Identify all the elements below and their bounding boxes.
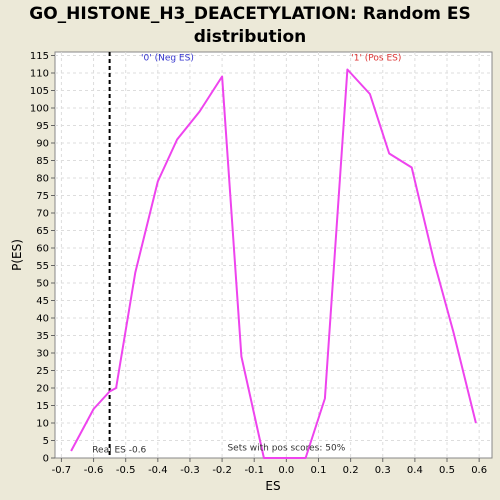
grid-lines bbox=[55, 52, 492, 458]
y-tick-label: 105 bbox=[30, 86, 49, 97]
y-tick-label: 85 bbox=[36, 156, 49, 167]
chart-title-line-1: GO_HISTONE_H3_DEACETYLATION: Random ES bbox=[29, 4, 471, 24]
chart-title-line-2: distribution bbox=[194, 27, 306, 47]
x-tick-label: 0.2 bbox=[343, 465, 359, 476]
y-axis-label: P(ES) bbox=[10, 239, 24, 271]
y-tick-label: 0 bbox=[43, 454, 49, 465]
annotation-label: Sets with pos scores: 50% bbox=[227, 443, 345, 453]
y-tick-label: 100 bbox=[30, 104, 49, 115]
plot-area bbox=[54, 51, 493, 459]
y-tick-label: 70 bbox=[36, 209, 49, 220]
x-tick-label: -0.4 bbox=[148, 465, 168, 476]
annotation-label: '1' (Pos ES) bbox=[351, 54, 401, 64]
y-tick-label: 45 bbox=[36, 296, 49, 307]
y-tick-label: 40 bbox=[36, 314, 49, 325]
y-tick-label: 35 bbox=[36, 331, 49, 342]
y-tick-label: 50 bbox=[36, 279, 49, 290]
x-tick-label: 0.6 bbox=[471, 465, 487, 476]
y-tick-label: 95 bbox=[36, 121, 49, 132]
y-tick-label: 75 bbox=[36, 191, 49, 202]
x-tick-label: -0.7 bbox=[52, 465, 72, 476]
y-tick-label: 80 bbox=[36, 174, 49, 185]
y-tick-label: 115 bbox=[30, 51, 49, 62]
y-tick-label: 65 bbox=[36, 226, 49, 237]
annotation-label: '0' (Neg ES) bbox=[141, 54, 194, 64]
y-tick-label: 10 bbox=[36, 419, 49, 430]
y-tick-label: 30 bbox=[36, 349, 49, 360]
y-tick-label: 110 bbox=[30, 69, 49, 80]
x-axis-ticks: -0.7 -0.6 -0.5 -0.4 -0.3 -0.2 -0.1 0.0 0.1 0.2 0.3… bbox=[52, 458, 487, 476]
y-tick-label: 15 bbox=[36, 401, 49, 412]
y-tick-label: 25 bbox=[36, 366, 49, 377]
y-axis-ticks: 0 5 10 15 20 25 30 35 40 45 50 55 60 65 70 75 80 85 90 95 10… bbox=[30, 51, 55, 465]
y-tick-label: 60 bbox=[36, 244, 49, 255]
x-axis-label: ES bbox=[265, 479, 280, 493]
y-tick-label: 55 bbox=[36, 261, 49, 272]
x-tick-label: 0.5 bbox=[439, 465, 455, 476]
x-tick-label: -0.1 bbox=[244, 465, 264, 476]
x-tick-label: 0.1 bbox=[311, 465, 327, 476]
y-tick-label: 90 bbox=[36, 139, 49, 150]
x-tick-label: -0.3 bbox=[180, 465, 200, 476]
series-line bbox=[70, 68, 477, 459]
annotations: '0' (Neg ES) '1' (Pos ES) Real ES -0.6 Sets… bbox=[92, 54, 401, 456]
x-tick-label: -0.6 bbox=[84, 465, 104, 476]
x-tick-label: -0.5 bbox=[116, 465, 136, 476]
x-tick-label: -0.2 bbox=[212, 465, 232, 476]
x-tick-label: 0.0 bbox=[278, 465, 294, 476]
x-tick-label: 0.3 bbox=[375, 465, 391, 476]
annotation-label: Real ES -0.6 bbox=[92, 446, 146, 456]
x-tick-label: 0.4 bbox=[407, 465, 423, 476]
series-lines bbox=[70, 68, 477, 459]
y-tick-label: 5 bbox=[43, 436, 49, 447]
y-tick-label: 20 bbox=[36, 384, 49, 395]
